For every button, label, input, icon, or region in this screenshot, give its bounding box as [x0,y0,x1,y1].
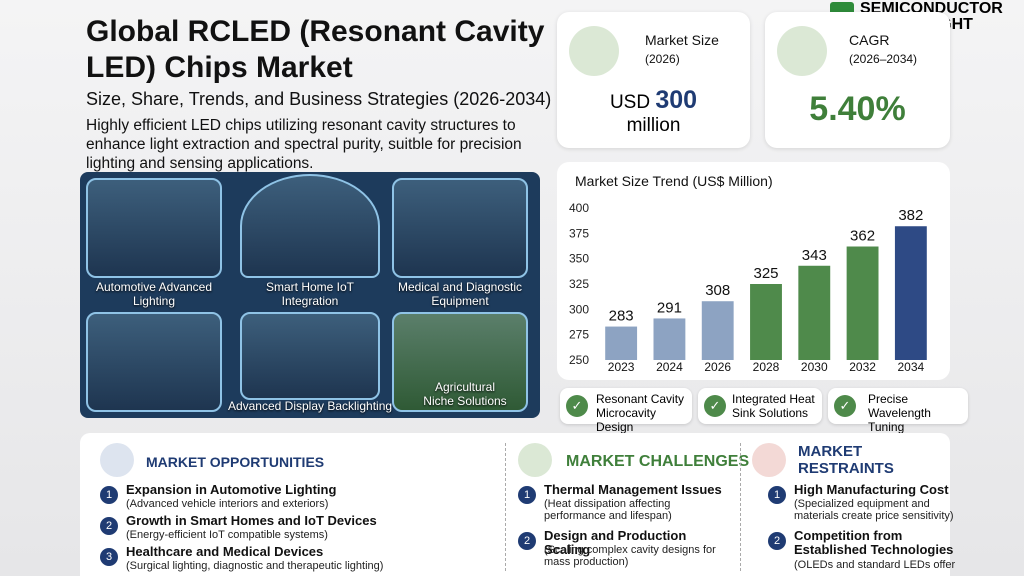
value-label: 308 [705,282,730,299]
bar [701,301,734,360]
item-number: 2 [518,532,536,550]
item-desc: (Surgical lighting, diagnostic and thera… [126,560,384,572]
value-label: 382 [898,207,923,224]
x-tick-label: 2032 [849,360,876,374]
description: Highly efficient LED chips utilizing res… [86,117,522,172]
bar [750,284,782,360]
unit: million [626,115,681,136]
item-title: Expansion in Automotive Lighting [126,482,337,497]
item-title: Competition from Established Technologie… [794,528,954,557]
item-number: 2 [100,517,118,535]
tile [86,178,222,278]
icon [752,443,786,477]
app-label: Agricultural Niche Solutions [423,380,507,408]
value-label: 362 [850,228,875,245]
item-title: Growth in Smart Homes and IoT Devices [126,513,377,528]
tile [240,312,380,400]
cagr-card: CAGR (2026–2034) 5.40% [765,12,950,148]
chart-title: Market Size Trend (US$ Million) [575,173,773,189]
trend-chart: Market Size Trend (US$ Million) 250 300 35… [557,162,950,380]
item-number: 1 [518,486,536,504]
feature: ✓ Resonant Cavity Microcavity Design [560,388,692,434]
y-tick-label: 400 [569,201,589,215]
tile [392,178,528,278]
feature-text: Resonant Cavity Microcavity Design [596,392,685,434]
bar [605,326,638,360]
item-title: Thermal Management Issues [544,482,722,497]
item-desc: (Heat dissipation affecting performance … [544,498,672,522]
item-title: Design and Production Scaling [544,528,687,557]
icon [777,26,827,76]
y-tick-label: 275 [569,328,589,342]
period: (2026) [645,52,680,66]
x-tick-label: 2034 [898,360,925,374]
subtitle: Size, Share, Trends, and Business Strate… [86,89,552,109]
icon [518,443,552,477]
amount: 300 [655,86,698,114]
value-label: 291 [657,299,682,316]
y-tick-label: 325 [569,277,589,291]
x-tick-label: 2023 [608,360,635,374]
feature: ✓ Integrated Heat Sink Solutions [698,388,822,424]
item-number: 1 [768,486,786,504]
label: Market Size [645,32,719,48]
value: USD 300 million [557,86,750,137]
app-label: Smart Home IoT Integration [265,280,355,308]
x-tick-label: 2026 [704,360,731,374]
item-desc: (Specialized equipment and materials cre… [794,498,954,522]
check: ✓ [834,395,856,417]
bar [894,226,927,360]
y-tick-label: 300 [569,302,589,316]
item-number: 3 [100,548,118,566]
x-tick-label: 2024 [656,360,683,374]
value-label: 283 [609,308,634,325]
item-title: Healthcare and Medical Devices [126,544,324,559]
icon [569,26,619,76]
tile [240,174,380,278]
icon [100,443,134,477]
app-label: Advanced Display Backlighting [227,399,393,413]
bottom-panel: MARKET OPPORTUNITIES MARKET CHALLENGES M… [80,433,955,576]
item-desc: (Scaling complex cavity designs for mass… [544,544,716,568]
tile [392,312,528,412]
y-tick-label: 250 [569,353,589,367]
bar [798,265,831,360]
column-title: MARKET CHALLENGES [566,453,750,470]
feature-text: Integrated Heat Sink Solutions [732,392,815,420]
bar [846,246,879,360]
feature-text: Precise Wavelength Tuning [868,392,931,434]
value-label: 325 [753,265,778,282]
app-label: Medical and Diagnostic Equipment [397,280,523,308]
value: 5.40% [809,90,906,128]
x-tick-label: 2028 [753,360,780,374]
feature: ✓ Precise Wavelength Tuning [828,388,968,434]
market-size-card: Market Size (2026) USD 300 million [557,12,750,148]
bar [653,318,686,360]
divider [740,443,741,571]
item-number: 2 [768,532,786,550]
item-number: 1 [100,486,118,504]
app-label: Automotive Advanced Lighting [95,280,213,308]
item-desc: (OLEDs and standard LEDs offer [794,559,956,571]
period: (2026–2034) [849,52,918,66]
item-desc: (Advanced vehicle interiors and exterior… [126,498,329,510]
applications-panel: Automotive Advanced Lighting Smart Home … [80,172,540,418]
value-label: 343 [802,247,827,264]
item-desc: (Energy-efficient IoT compatible systems… [126,529,328,541]
column-title: MARKET RESTRAINTS [798,443,894,477]
check: ✓ [704,395,726,417]
divider [505,443,506,571]
tile [86,312,222,412]
title: Global RCLED (Resonant Cavity LED) Chips… [86,15,545,84]
label: CAGR [849,32,890,48]
item-title: High Manufacturing Cost [794,482,949,497]
check: ✓ [566,395,588,417]
currency: USD [609,92,651,113]
x-tick-label: 2030 [801,360,828,374]
column-title: MARKET OPPORTUNITIES [146,454,325,470]
y-tick-label: 375 [569,226,589,240]
y-tick-label: 350 [569,252,589,266]
